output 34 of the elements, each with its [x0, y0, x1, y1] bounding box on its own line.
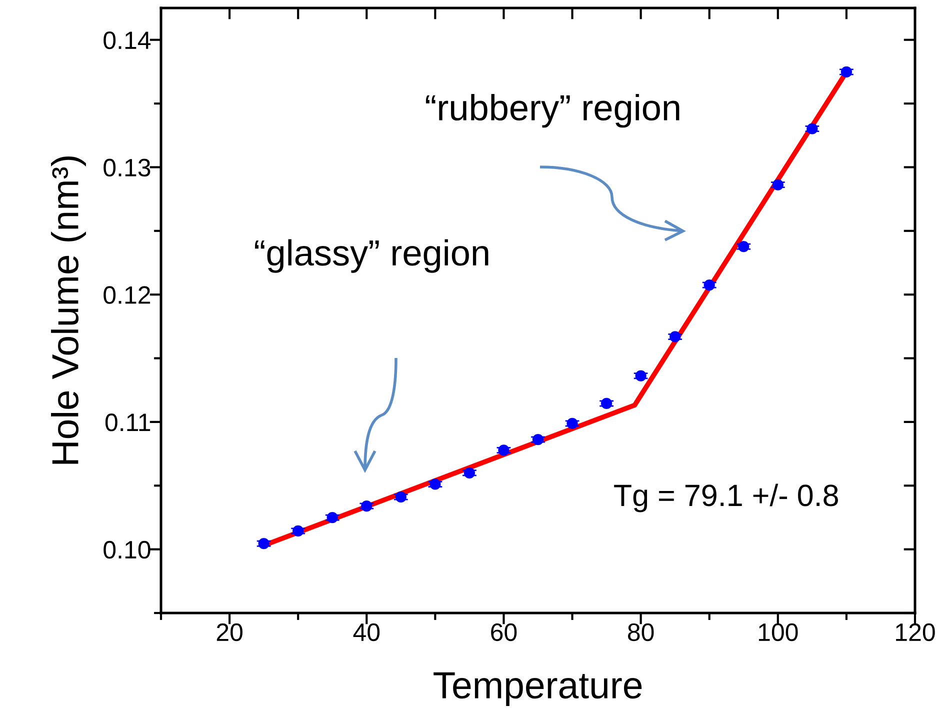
- point: [704, 279, 715, 291]
- point: [464, 467, 476, 478]
- point: [738, 241, 750, 252]
- y-tick-label: 0.14: [104, 31, 151, 50]
- x-tick-label: 80: [628, 623, 654, 642]
- x-tick-label: 60: [491, 623, 517, 642]
- x-tick-label: 120: [896, 623, 935, 642]
- point: [806, 123, 818, 134]
- y-tick-label: 0.10: [104, 540, 150, 559]
- point: [840, 66, 852, 78]
- point: [670, 331, 681, 342]
- point: [772, 179, 784, 190]
- y-tick-label: 0.11: [105, 414, 150, 432]
- point: [635, 370, 646, 382]
- annotation: Tg = 79.1 +/- 0.8: [614, 484, 838, 512]
- point: [326, 512, 338, 524]
- point: [600, 398, 612, 410]
- y-tick-label: 0.13: [104, 158, 150, 177]
- point: [395, 491, 406, 503]
- point: [498, 444, 510, 456]
- point: [566, 418, 578, 430]
- y-axis-title: Hole Volume (nm³): [51, 156, 86, 464]
- x-tick-label: 40: [353, 623, 380, 642]
- annotation: “rubbery” region: [426, 94, 680, 128]
- x-tick-label: 100: [758, 623, 798, 642]
- x-tick-label: 20: [216, 623, 242, 642]
- point: [292, 525, 304, 537]
- point: [361, 500, 372, 512]
- x-axis-title: Temperature: [434, 672, 642, 706]
- point: [430, 478, 441, 490]
- point: [258, 538, 270, 550]
- y-tick-label: 0.12: [104, 286, 150, 304]
- annotation: “glassy” region: [255, 239, 488, 273]
- point: [532, 434, 544, 446]
